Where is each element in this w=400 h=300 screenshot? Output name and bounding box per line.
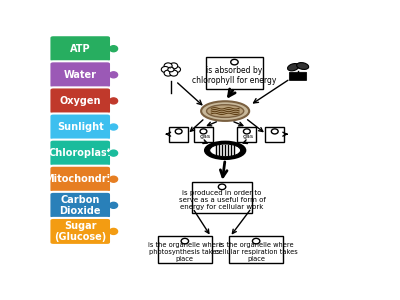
FancyBboxPatch shape [192, 182, 252, 213]
Text: is absorbed by
chlorophyll for energy: is absorbed by chlorophyll for energy [192, 66, 277, 85]
FancyBboxPatch shape [49, 61, 111, 88]
Circle shape [231, 59, 238, 65]
Text: gas: gas [200, 134, 210, 139]
Circle shape [110, 228, 118, 234]
FancyBboxPatch shape [49, 87, 111, 114]
FancyBboxPatch shape [206, 57, 263, 89]
Circle shape [170, 70, 178, 76]
Circle shape [244, 129, 250, 134]
Circle shape [110, 46, 118, 52]
Text: .: . [168, 64, 170, 70]
Circle shape [110, 150, 118, 156]
Ellipse shape [297, 63, 309, 70]
Circle shape [252, 238, 260, 244]
Ellipse shape [288, 64, 299, 71]
Text: ATP: ATP [70, 44, 90, 54]
Text: Water: Water [64, 70, 97, 80]
Text: Carbon
Dioxide: Carbon Dioxide [60, 194, 101, 216]
FancyBboxPatch shape [265, 127, 284, 142]
Text: Oxygen: Oxygen [60, 96, 101, 106]
FancyBboxPatch shape [229, 236, 284, 263]
Ellipse shape [210, 144, 241, 157]
Text: Chloroplast: Chloroplast [48, 148, 112, 158]
Circle shape [170, 63, 178, 69]
Circle shape [168, 67, 174, 72]
FancyBboxPatch shape [49, 218, 111, 245]
Text: is the organelle where
cellular respiration takes
place: is the organelle where cellular respirat… [215, 242, 298, 262]
FancyBboxPatch shape [158, 236, 212, 263]
Text: Sugar
(Glucose): Sugar (Glucose) [54, 220, 106, 242]
Text: Mitochondria: Mitochondria [44, 174, 116, 184]
Circle shape [218, 184, 226, 190]
FancyBboxPatch shape [49, 35, 111, 62]
Circle shape [110, 72, 118, 78]
Circle shape [200, 129, 207, 134]
Text: .: . [171, 64, 174, 70]
Text: is produced in order to
serve as a useful form of
energy for cellular work: is produced in order to serve as a usefu… [179, 190, 266, 210]
FancyBboxPatch shape [49, 192, 111, 219]
Circle shape [181, 238, 188, 244]
Circle shape [110, 124, 118, 130]
FancyBboxPatch shape [49, 113, 111, 140]
Text: gas: gas [243, 134, 254, 139]
FancyBboxPatch shape [194, 127, 213, 142]
Circle shape [161, 67, 169, 73]
Text: Sunlight: Sunlight [57, 122, 104, 132]
Ellipse shape [201, 101, 249, 121]
Circle shape [164, 70, 172, 76]
Circle shape [271, 129, 278, 134]
Circle shape [172, 67, 180, 73]
Circle shape [175, 129, 182, 134]
Circle shape [110, 202, 118, 208]
FancyBboxPatch shape [49, 140, 111, 166]
Ellipse shape [205, 142, 245, 159]
Text: is the organelle where
photosynthesis takes
place: is the organelle where photosynthesis ta… [148, 242, 222, 262]
FancyBboxPatch shape [237, 127, 256, 142]
Ellipse shape [206, 105, 244, 117]
FancyBboxPatch shape [49, 166, 111, 193]
FancyBboxPatch shape [289, 72, 307, 81]
FancyBboxPatch shape [169, 127, 188, 142]
Circle shape [164, 63, 172, 69]
Circle shape [110, 176, 118, 182]
Circle shape [110, 98, 118, 104]
